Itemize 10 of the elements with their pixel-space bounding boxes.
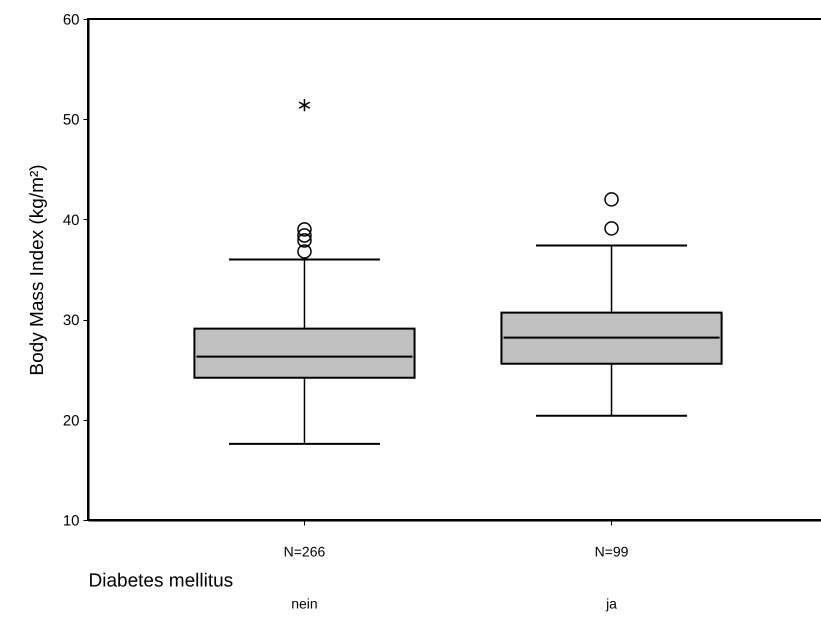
y-tick-label: 50 bbox=[62, 112, 80, 129]
category-label: N=266 nein bbox=[284, 544, 326, 612]
category-label: N=99 ja bbox=[594, 544, 628, 612]
y-axis-title: Body Mass Index (kg/m²) bbox=[26, 164, 48, 376]
x-axis-title: Diabetes mellitus bbox=[88, 570, 234, 592]
y-tick-label: 30 bbox=[62, 312, 80, 330]
y-tick-label: 20 bbox=[62, 412, 80, 430]
y-tick-label: 10 bbox=[62, 512, 80, 530]
y-tick-label: 60 bbox=[62, 12, 80, 28]
y-tick-label: 40 bbox=[62, 212, 80, 229]
